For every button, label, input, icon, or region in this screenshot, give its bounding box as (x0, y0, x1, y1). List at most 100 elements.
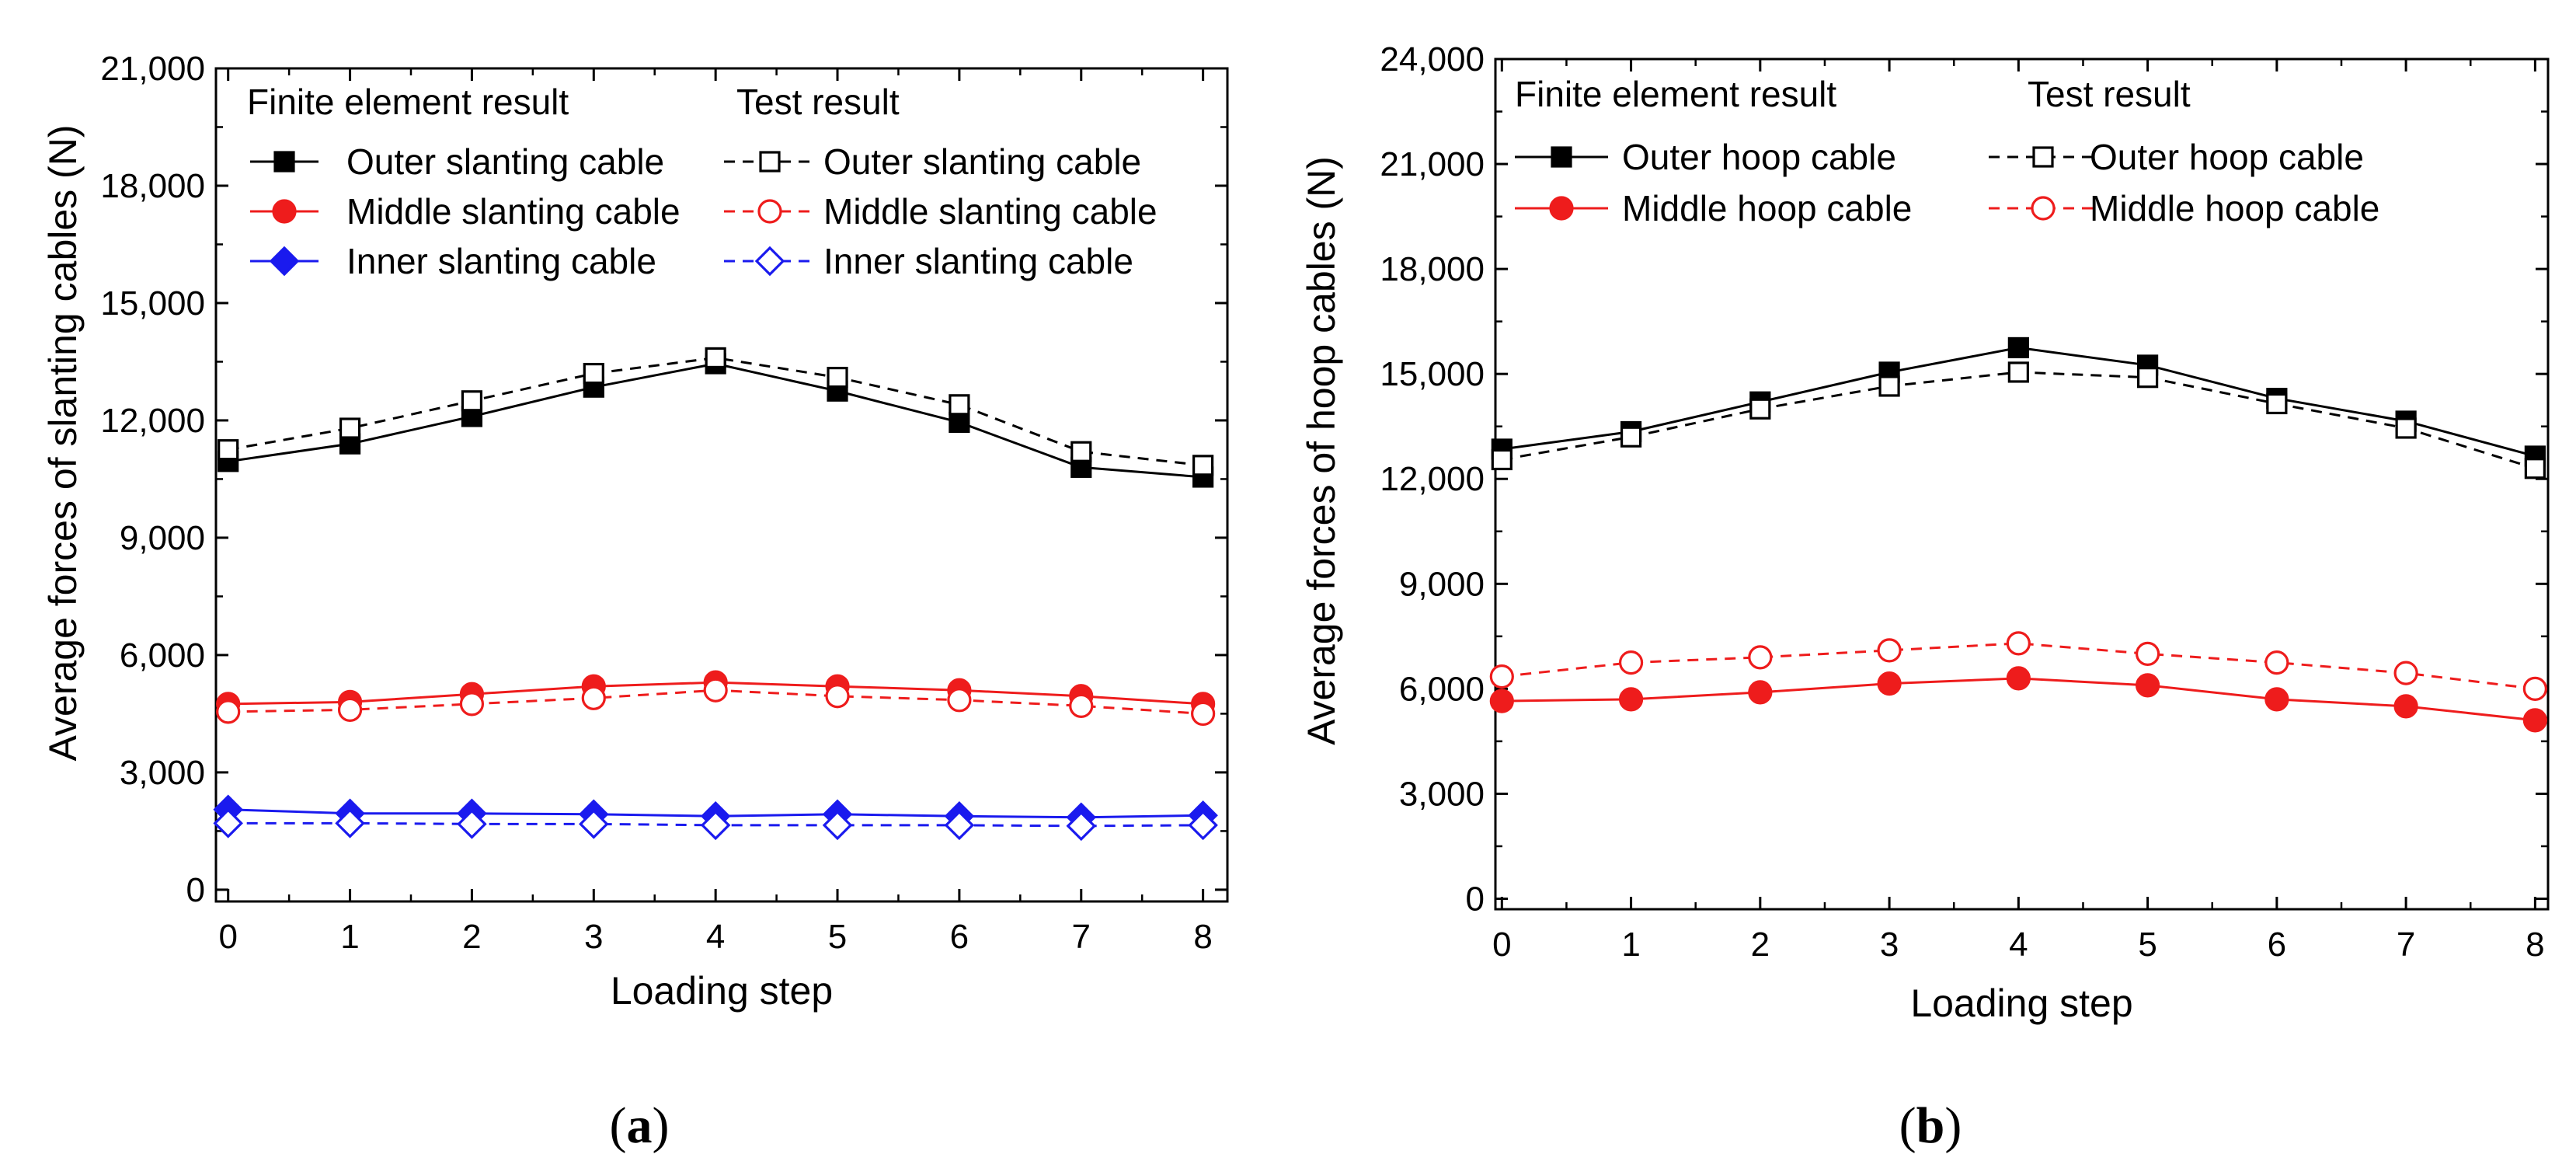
data-point-test-2 (2137, 367, 2159, 389)
series-line-test-3 (1502, 642, 2536, 690)
data-point-test-3 (2136, 641, 2160, 666)
data-point-test-3 (2393, 661, 2418, 685)
data-point-test-5 (1188, 810, 1218, 841)
series-line-test-2 (1502, 371, 2536, 470)
data-point-test-3 (2522, 676, 2547, 701)
data-point-test-4 (581, 685, 606, 710)
y-tick-label: 0 (186, 871, 205, 909)
data-point-test-3 (827, 366, 848, 389)
y-tick-label: 21,000 (1380, 145, 1485, 183)
data-point-test-4 (337, 697, 363, 722)
legend-marker (269, 246, 300, 277)
data-point-test-2 (2395, 417, 2417, 439)
legend-label: Middle hoop cable (2090, 188, 2379, 228)
y-tick-label: 6,000 (120, 636, 205, 675)
data-point-fe-0 (2007, 336, 2029, 359)
x-tick-label: 7 (1072, 918, 1091, 956)
legend-marker (2032, 146, 2054, 168)
x-tick-label: 2 (462, 918, 481, 956)
chart-a: 0 3,000 6,000 9,000 12,000 15,000 18,000 21,000… (41, 50, 1229, 1154)
legend-header-fe: Finite element result (247, 82, 569, 122)
data-point-test-5 (1066, 811, 1097, 842)
y-tick-label: 12,000 (1380, 460, 1485, 498)
data-point-test-5 (213, 808, 243, 839)
legend-header-test: Test result (736, 82, 900, 122)
x-axis-label: Loading step (611, 969, 833, 1013)
data-point-fe-1 (1618, 687, 1644, 712)
y-tick-label: 15,000 (1380, 355, 1485, 393)
legend-label: Outer slanting cable (823, 141, 1141, 182)
data-point-fe-0 (949, 411, 970, 434)
data-point-fe-1 (2136, 673, 2160, 698)
data-point-fe-1 (2393, 694, 2418, 719)
data-point-test-5 (579, 809, 609, 839)
legend-marker (273, 151, 295, 173)
data-point-test-5 (335, 808, 365, 839)
legend-label: Outer hoop cable (2090, 137, 2364, 177)
x-tick-label: 7 (2397, 926, 2415, 964)
legend-label: Outer hoop cable (1622, 137, 1896, 177)
data-point-test-3 (1618, 650, 1644, 675)
x-tick-label: 1 (340, 918, 359, 956)
data-point-test-3 (2006, 631, 2031, 656)
data-point-test-4 (825, 684, 850, 709)
x-tick-label: 2 (1751, 926, 1770, 964)
y-tick-label: 0 (1466, 880, 1485, 918)
data-point-test-4 (1191, 701, 1216, 727)
y-axis-label: Average forces of slanting cables (N) (41, 125, 85, 762)
x-tick-label: 4 (2009, 926, 2028, 964)
legend-marker (759, 151, 781, 173)
x-tick-label: 8 (1193, 918, 1212, 956)
panel-label: a (627, 1097, 653, 1154)
data-point-fe-1 (1877, 671, 1902, 696)
legend-label: Middle slanting cable (346, 191, 681, 232)
data-point-test-2 (1749, 398, 1771, 420)
x-tick-label: 3 (584, 918, 603, 956)
y-tick-label: 12,000 (100, 402, 205, 440)
data-point-test-2 (2266, 392, 2288, 415)
data-point-test-4 (216, 699, 241, 724)
legend-label: Middle hoop cable (1622, 188, 1912, 228)
y-tick-label: 3,000 (120, 754, 205, 792)
data-point-test-4 (947, 688, 972, 713)
legend-marker (2031, 196, 2056, 221)
data-point-test-4 (459, 692, 485, 717)
legend-header-fe: Finite element result (1515, 74, 1836, 114)
data-point-test-2 (2524, 458, 2546, 479)
x-tick-label: 6 (950, 918, 969, 956)
data-point-fe-1 (2006, 666, 2031, 691)
legend-label: Middle slanting cable (823, 191, 1157, 232)
x-tick-label: 3 (1880, 926, 1899, 964)
data-point-test-2 (1491, 448, 1513, 471)
y-tick-label: 6,000 (1399, 670, 1485, 708)
series-line-fe-0 (228, 362, 1203, 479)
legend-label: Inner slanting cable (346, 241, 656, 281)
data-point-test-3 (461, 390, 483, 412)
plot-frame (214, 67, 1229, 903)
y-tick-label: 9,000 (1399, 565, 1485, 603)
x-tick-label: 8 (2526, 926, 2544, 964)
chart-b: 0 3,000 6,000 9,000 12,000 15,000 18,000 21,000… (1300, 40, 2550, 1154)
data-point-fe-1 (1748, 680, 1773, 705)
data-point-test-3 (705, 347, 726, 369)
legend-marker (1549, 196, 1574, 221)
y-tick-label: 18,000 (1380, 250, 1485, 288)
data-point-test-4 (703, 678, 728, 703)
x-tick-label: 5 (2138, 926, 2157, 964)
data-point-test-3 (339, 417, 361, 439)
panel-caption: (b) (1899, 1097, 1962, 1154)
x-axis-label: Loading step (1910, 981, 2132, 1025)
legend-marker (754, 246, 785, 277)
data-point-test-5 (457, 809, 487, 839)
data-point-test-3 (949, 394, 970, 416)
panel-caption: (a) (610, 1097, 670, 1154)
data-point-test-2 (1620, 426, 1642, 448)
data-point-test-3 (583, 362, 604, 385)
data-point-test-3 (1748, 645, 1773, 670)
legend-marker (757, 199, 782, 224)
data-point-fe-1 (1489, 689, 1514, 713)
data-point-test-3 (2264, 650, 2289, 675)
y-tick-label: 24,000 (1380, 40, 1485, 78)
y-axis-label: Average forces of hoop cables (N) (1300, 156, 1343, 745)
y-tick-label: 9,000 (120, 519, 205, 557)
